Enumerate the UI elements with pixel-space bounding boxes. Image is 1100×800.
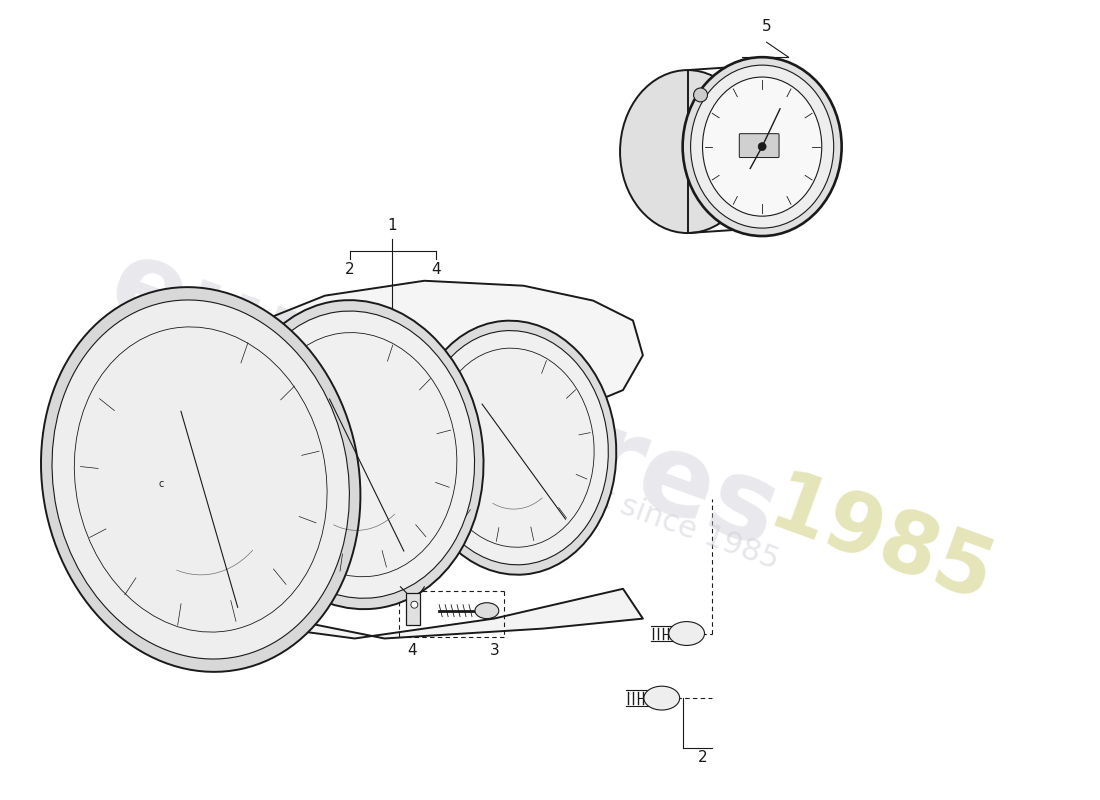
Ellipse shape: [475, 602, 498, 618]
Ellipse shape: [644, 686, 680, 710]
Ellipse shape: [703, 77, 822, 216]
Ellipse shape: [669, 622, 704, 646]
Ellipse shape: [239, 311, 474, 598]
FancyBboxPatch shape: [406, 593, 420, 625]
Text: 5: 5: [762, 19, 771, 34]
Ellipse shape: [411, 602, 418, 608]
Text: 3: 3: [490, 643, 499, 658]
FancyBboxPatch shape: [739, 134, 779, 158]
Ellipse shape: [620, 70, 756, 233]
Text: eurospares: eurospares: [96, 230, 793, 570]
Ellipse shape: [691, 65, 834, 228]
Polygon shape: [97, 281, 642, 499]
Ellipse shape: [411, 321, 616, 574]
Ellipse shape: [230, 300, 484, 609]
Ellipse shape: [52, 300, 350, 659]
Text: 2: 2: [345, 262, 354, 277]
Text: 4: 4: [431, 262, 441, 277]
Ellipse shape: [419, 330, 608, 565]
Text: 4: 4: [407, 643, 417, 658]
Text: 2: 2: [697, 750, 707, 765]
Ellipse shape: [694, 88, 707, 102]
Ellipse shape: [41, 287, 361, 672]
Text: c: c: [158, 479, 164, 490]
Text: 1: 1: [387, 218, 397, 233]
Ellipse shape: [683, 57, 842, 236]
Ellipse shape: [758, 142, 766, 150]
Polygon shape: [97, 499, 642, 638]
Text: a Porsche specialist since 1985: a Porsche specialist since 1985: [324, 384, 782, 574]
Text: 1985: 1985: [759, 466, 1004, 621]
Polygon shape: [62, 380, 136, 569]
